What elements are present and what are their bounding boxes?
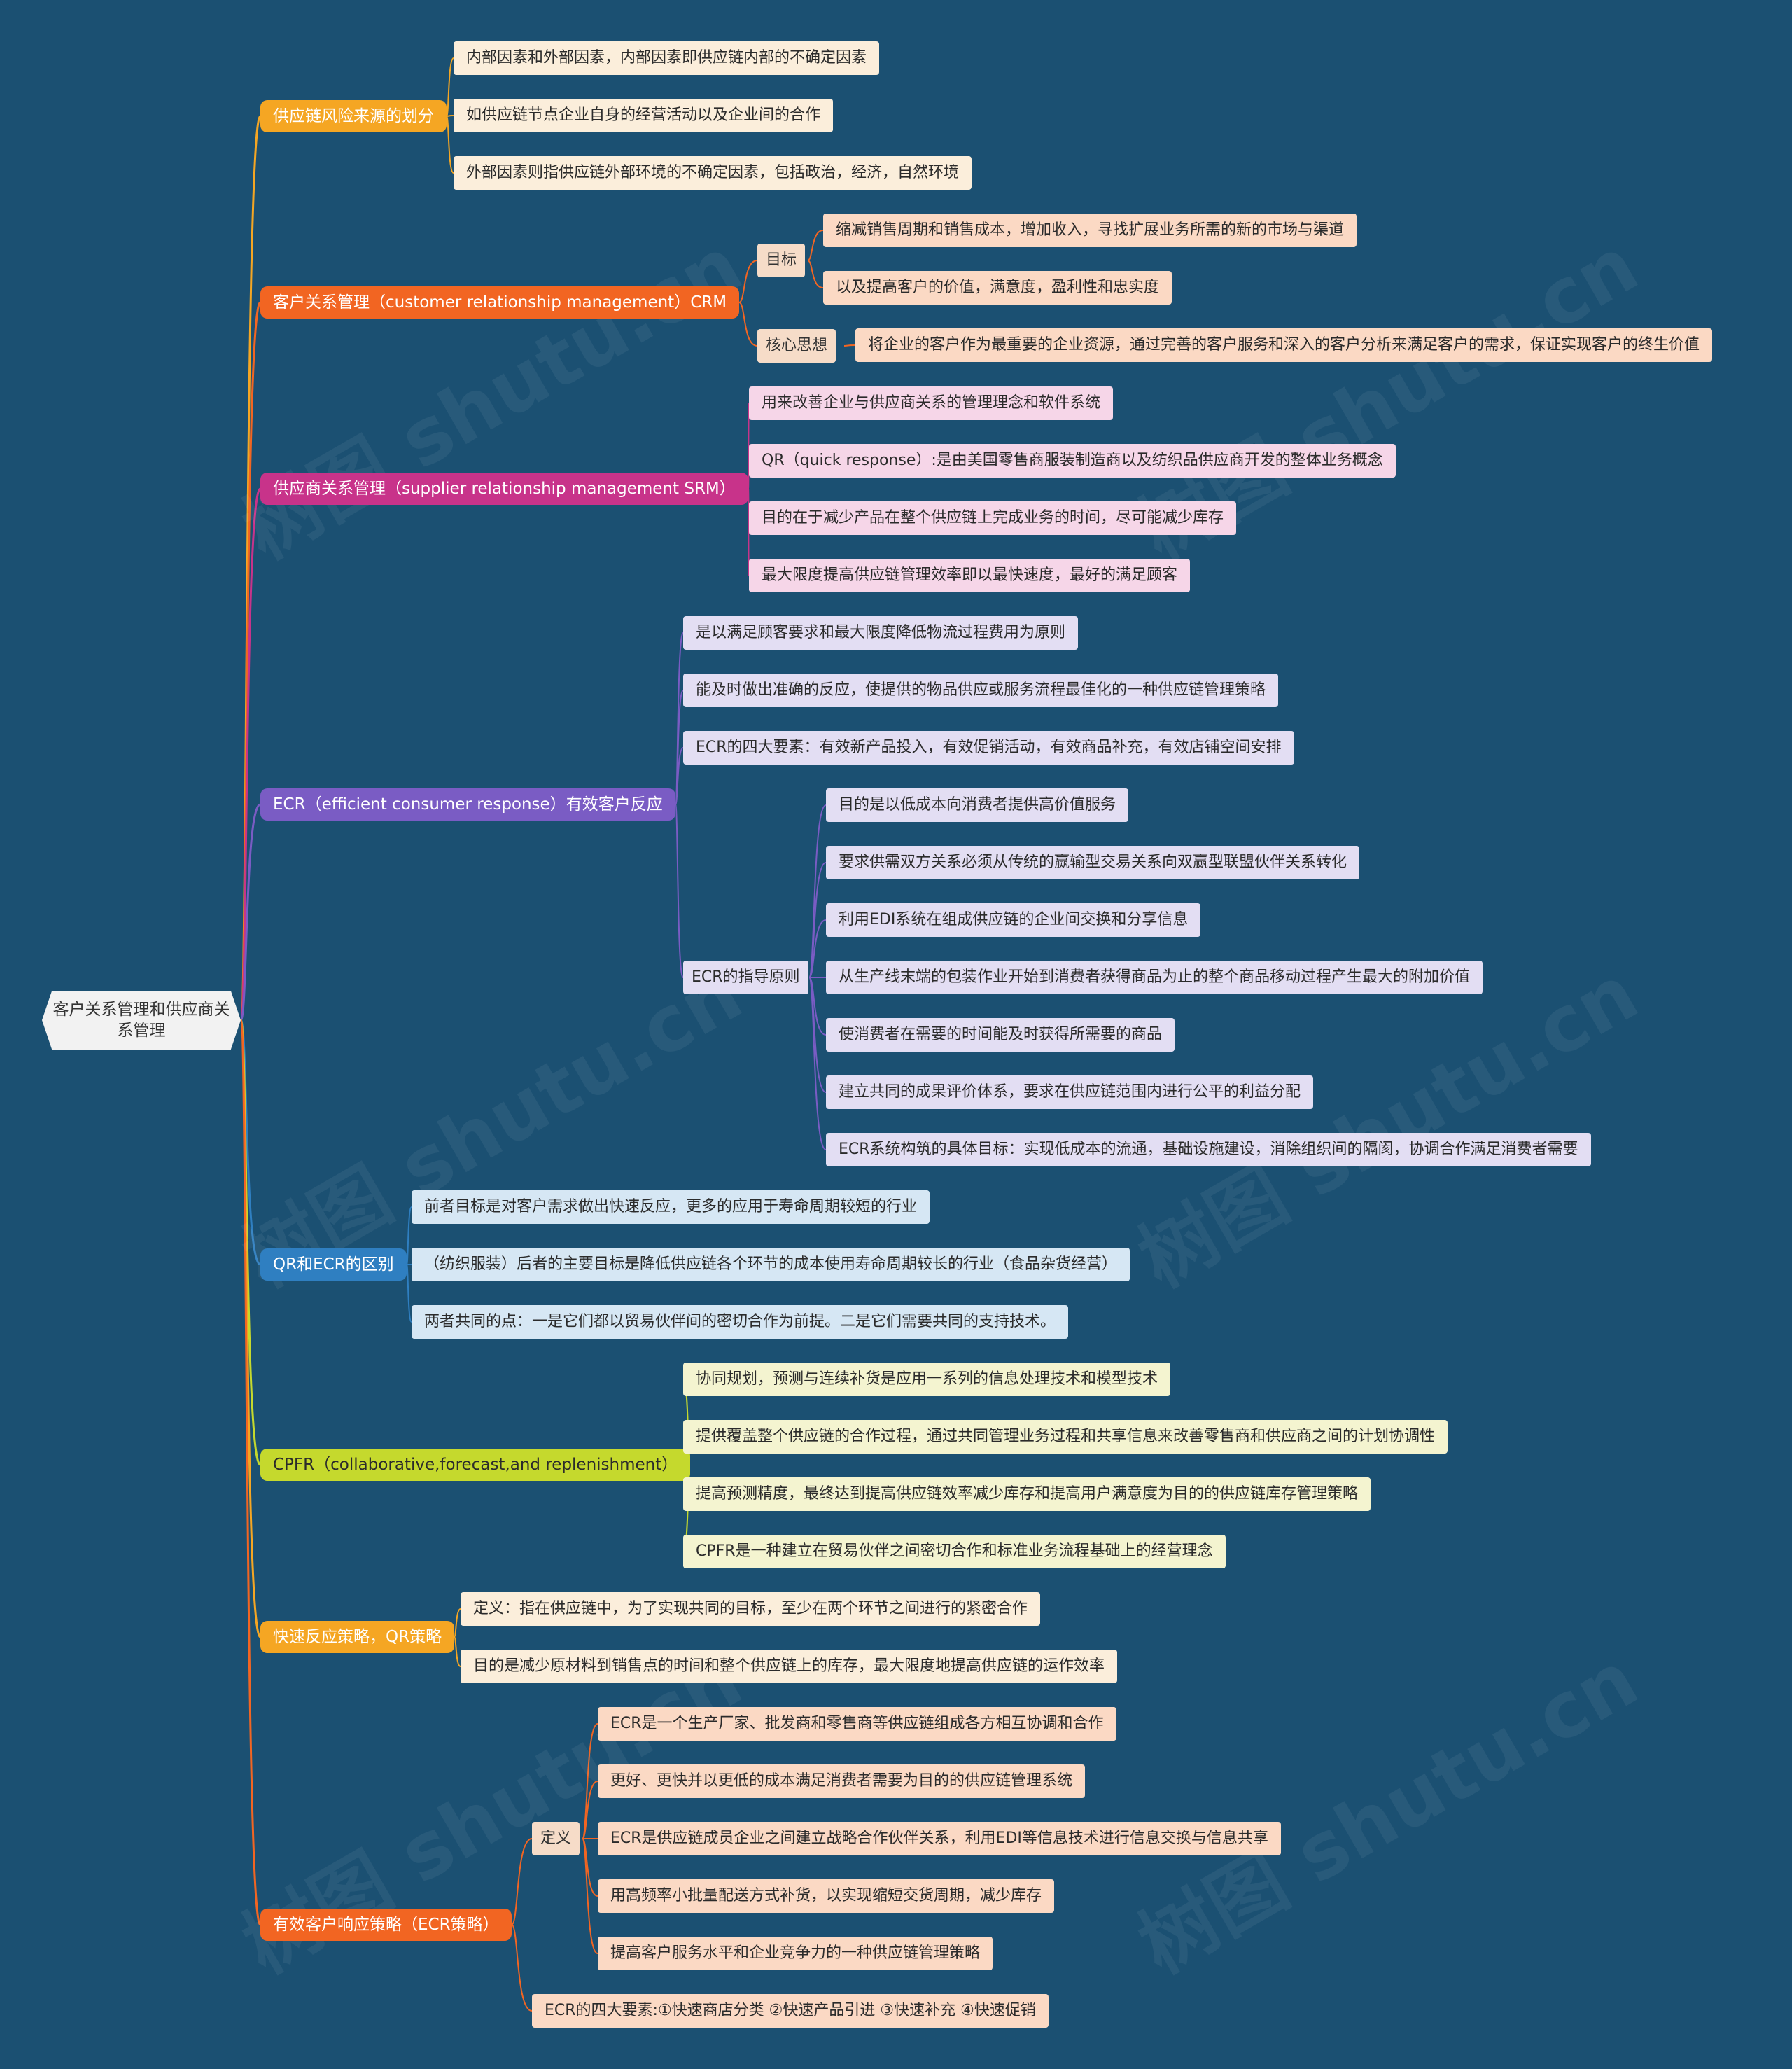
leaf-node[interactable]: 内部因素和外部因素，内部因素即供应链内部的不确定因素 [454,41,880,75]
branch-qr-strategy[interactable]: 快速反应策略，QR策略 [260,1621,455,1653]
connector-line [748,488,750,576]
connector-line [675,747,684,805]
connector-line [406,1206,412,1265]
leaf-node[interactable]: 外部因素则指供应链外部环境的不确定因素，包括政治，经济，自然环境 [454,156,972,190]
group-node-core-idea[interactable]: 核心思想 [757,329,836,363]
leaf-node[interactable]: ECR是供应链成员企业之间建立战略合作伙伴关系，利用EDI等信息技术进行信息交换… [598,1822,1281,1855]
root-topic[interactable]: 客户关系管理和供应商关 系管理 [42,991,241,1050]
branch-risk-sources[interactable]: 供应链风险来源的划分 [260,100,447,132]
leaf-node[interactable]: 将企业的客户作为最重要的企业资源，通过完善的客户服务和深入的客户分析来满足客户的… [855,328,1713,362]
connector-line [844,344,856,347]
leaf-node[interactable]: 提高客户服务水平和企业竞争力的一种供应链管理策略 [598,1937,993,1970]
leaf-node[interactable]: 用来改善企业与供应商关系的管理理念和软件系统 [749,386,1114,420]
leaf-node[interactable]: 目的是减少原材料到销售点的时间和整个供应链上的库存，最大限度地提高供应链的运作效… [461,1650,1118,1683]
connector-line [807,260,824,288]
connector-line [675,804,684,978]
leaf-node[interactable]: 提高预测精度，最终达到提高供应链效率减少库存和提高用户满意度为目的的供应链库存管… [683,1477,1371,1511]
connector-line [582,1838,598,1954]
leaf-node[interactable]: 从生产线末端的包装作业开始到消费者获得商品为止的整个商品移动过程产生最大的附加价… [826,961,1483,994]
leaf-node[interactable]: ECR的四大要素:①快速商店分类 ②快速产品引进 ③快速补充 ④快速促销 [532,1994,1049,2028]
connector-line [239,115,262,1022]
leaf-node[interactable]: 缩减销售周期和销售成本，增加收入，寻找扩展业务所需的新的市场与渠道 [823,214,1357,247]
branch-cpfr[interactable]: CPFR（collaborative,forecast,and replenis… [260,1449,691,1481]
connector-line [239,803,261,1022]
group-node-goal[interactable]: 目标 [757,244,806,277]
leaf-node[interactable]: 协同规划，预测与连续补货是应用一系列的信息处理技术和模型技术 [683,1363,1171,1396]
root-topic-line2: 系管理 [117,1022,166,1040]
branch-ecr-strategy[interactable]: 有效客户响应策略（ECR策略） [260,1909,512,1941]
leaf-node[interactable]: 更好、更快并以更低的成本满足消费者需要为目的的供应链管理系统 [598,1764,1086,1798]
connector-line [738,302,758,347]
connector-line [454,1608,461,1638]
leaf-node[interactable]: 最大限度提高供应链管理效率即以最快速度，最好的满足顾客 [749,559,1191,592]
root-topic-line1: 客户关系管理和供应商关 [52,1001,230,1019]
leaf-node[interactable]: 利用EDI系统在组成供应链的企业间交换和分享信息 [826,903,1201,937]
leaf-node[interactable]: 建立共同的成果评价体系，要求在供应链范围内进行公平的利益分配 [826,1075,1314,1109]
connector-line [446,116,454,174]
leaf-node[interactable]: ECR的四大要素：有效新产品投入，有效促销活动，有效商品补充，有效店铺空间安排 [683,731,1294,765]
connector-line [446,57,454,117]
leaf-node[interactable]: ECR是一个生产厂家、批发商和零售商等供应链组成各方相互协调和合作 [598,1707,1116,1741]
leaf-node[interactable]: QR（quick response）:是由美国零售商服装制造商以及纺织品供应商开… [749,444,1396,478]
leaf-node[interactable]: 要求供需双方关系必须从传统的赢输型交易关系向双赢型联盟伙伴关系转化 [826,846,1360,879]
leaf-node[interactable]: 使消费者在需要的时间能及时获得所需要的商品 [826,1018,1175,1052]
leaf-node[interactable]: 提供覆盖整个供应链的合作过程，通过共同管理业务过程和共享信息来改善零售商和供应商… [683,1420,1448,1454]
leaf-node[interactable]: （纺织服装）后者的主要目标是降低供应链各个环节的成本使用寿命周期较长的行业（食品… [412,1248,1130,1281]
connector-line [239,301,262,1022]
connector-line [454,1636,461,1667]
leaf-node[interactable]: 能及时做出准确的反应，使提供的物品供应或服务流程最佳化的一种供应链管理策略 [683,674,1279,707]
leaf-node[interactable]: CPFR是一种建立在贸易伙伴之间密切合作和标准业务流程基础上的经营理念 [683,1535,1226,1568]
connector-line [807,230,824,261]
branch-srm[interactable]: 供应商关系管理（supplier relationship management… [260,473,748,505]
group-node-ecr-principles[interactable]: ECR的指导原则 [683,961,808,994]
leaf-node[interactable]: 两者共同的点：一是它们都以贸易伙伴间的密切合作为前提。二是它们需要共同的支持技术… [412,1305,1069,1339]
leaf-node[interactable]: 是以满足顾客要求和最大限度降低物流过程费用为原则 [683,616,1079,650]
leaf-node[interactable]: 用高频率小批量配送方式补货，以实现缩短交货周期，减少库存 [598,1879,1055,1913]
group-node-definition[interactable]: 定义 [532,1822,580,1855]
branch-crm[interactable]: 客户关系管理（customer relationship management）… [260,286,740,319]
leaf-node[interactable]: 目的在于减少产品在整个供应链上完成业务的时间，尽可能减少库存 [749,501,1237,535]
leaf-node[interactable]: 目的是以低成本向消费者提供高价值服务 [826,788,1129,822]
connector-line [748,460,750,489]
connector-line [406,1264,412,1323]
leaf-node[interactable]: 定义：指在供应链中，为了实现共同的目标，至少在两个环节之间进行的紧密合作 [461,1592,1041,1626]
connector-line [239,487,262,1022]
leaf-node[interactable]: 如供应链节点企业自身的经营活动以及企业间的合作 [454,99,834,132]
connector-line [808,977,827,1150]
branch-qr-ecr-diff[interactable]: QR和ECR的区别 [260,1248,407,1281]
connector-line [675,690,684,805]
connector-line [808,919,827,978]
leaf-node[interactable]: 前者目标是对客户需求做出快速反应，更多的应用于寿命周期较短的行业 [412,1190,930,1224]
connector-line [511,1924,533,2012]
leaf-node[interactable]: 以及提高客户的价值，满意度，盈利性和忠实度 [823,271,1172,305]
connector-line [511,1838,533,1925]
branch-ecr[interactable]: ECR（efficient consumer response）有效客户反应 [260,788,676,821]
connector-line [239,1019,262,1926]
connector-line [582,1781,598,1839]
leaf-node[interactable]: ECR系统构筑的具体目标：实现低成本的流通，基础设施建设，消除组织间的隔阂，协调… [826,1133,1591,1166]
connector-line [738,260,758,303]
